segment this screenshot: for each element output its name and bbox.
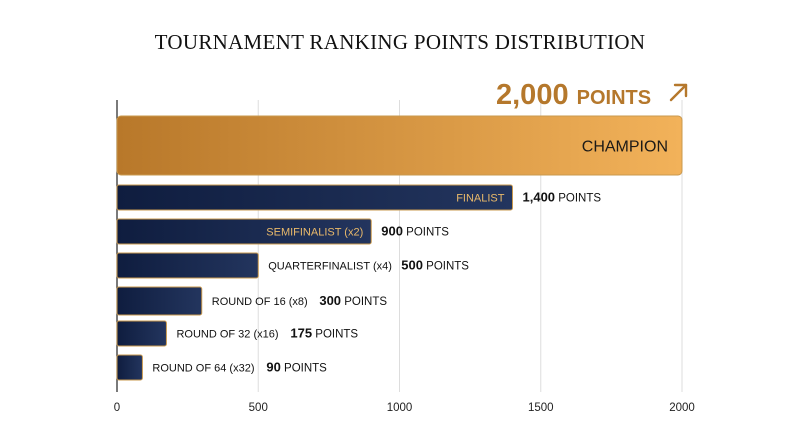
bar-1: [116, 184, 513, 211]
chart-title: TOURNAMENT RANKING POINTS DISTRIBUTION: [154, 30, 646, 54]
bar-label: QUARTERFINALIST (x4): [268, 261, 392, 273]
arrow-shaft: [669, 83, 688, 102]
bar-3: [116, 252, 259, 279]
x-tick-label: 1000: [387, 402, 413, 414]
value-label: 1,400 POINTS: [523, 190, 602, 205]
x-tick-label: 1500: [528, 402, 554, 414]
bar-label: FINALIST: [456, 193, 505, 205]
bar-4: [116, 286, 203, 316]
x-tick-label: 0: [114, 402, 120, 414]
arrow-head: [673, 83, 688, 98]
bar-label: ROUND OF 16 (x8): [212, 296, 308, 308]
x-tick-label: 2000: [669, 402, 695, 414]
bar-label: CHAMPION: [582, 139, 668, 156]
arrow-up-right-icon: [669, 83, 688, 102]
bar-6: [116, 354, 143, 381]
value-label: 500 POINTS: [401, 258, 469, 273]
bar-2: [116, 218, 372, 245]
value-label: 90 POINTS: [266, 360, 327, 375]
bar-label: ROUND OF 64 (x32): [152, 363, 254, 375]
bar-champion: [116, 115, 683, 176]
bar-5: [116, 320, 167, 347]
value-label: 2,000 POINTS: [496, 79, 651, 111]
value-label: 300 POINTS: [319, 293, 387, 308]
bar-label: ROUND OF 32 (x16): [176, 329, 278, 341]
value-label: 175 POINTS: [290, 326, 358, 341]
value-label: 900 POINTS: [381, 224, 449, 239]
bar-label: SEMIFINALIST (x2): [266, 227, 363, 239]
x-tick-label: 500: [249, 402, 268, 414]
